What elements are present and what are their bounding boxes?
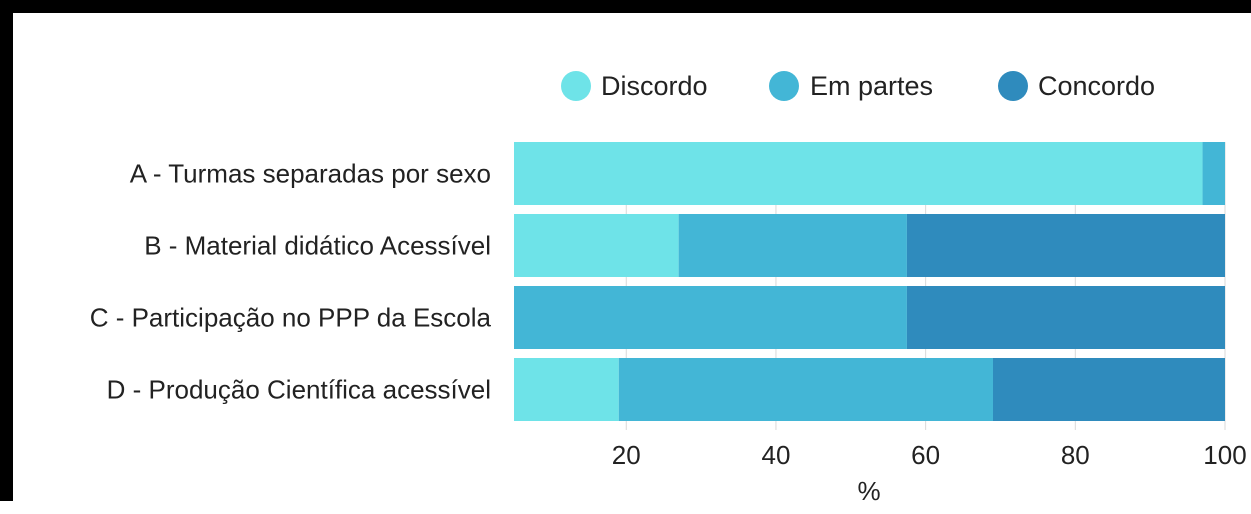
x-tick-label: 60 [911,440,940,470]
legend-marker [998,71,1028,101]
x-tick-label: 20 [612,440,641,470]
category-label: B - Material didático Acessível [144,231,491,261]
bar-segment-discordo [514,142,1203,205]
bar-segment-concordo [906,286,1225,349]
x-tick-label: 100 [1203,440,1246,470]
bar-segment-em-partes [514,286,907,349]
category-label: D - Produção Científica acessível [107,375,491,405]
stacked-bar-chart: A - Turmas separadas por sexo B - Materia… [90,71,1247,506]
bar-segment-em-partes [1202,142,1225,205]
legend-label: Em partes [810,71,933,101]
x-axis-ticks: 20 40 60 80 100 [612,440,1247,470]
bars [514,142,1225,421]
legend-marker [769,71,799,101]
legend-label: Concordo [1038,71,1155,101]
bar-segment-em-partes [618,358,993,421]
bar-segment-em-partes [678,214,907,277]
legend: Discordo Em partes Concordo [561,71,1155,101]
legend-marker [561,71,591,101]
bar-segment-concordo [906,214,1225,277]
x-tick-label: 80 [1061,440,1090,470]
legend-label: Discordo [601,71,708,101]
bar-segment-concordo [992,358,1225,421]
category-label: A - Turmas separadas por sexo [130,159,491,189]
category-labels: A - Turmas separadas por sexo B - Materia… [90,159,492,405]
x-axis-title: % [857,476,880,506]
bar-segment-discordo [514,358,619,421]
x-tick-label: 40 [761,440,790,470]
bar-segment-discordo [514,214,679,277]
category-label: C - Participação no PPP da Escola [90,303,492,333]
